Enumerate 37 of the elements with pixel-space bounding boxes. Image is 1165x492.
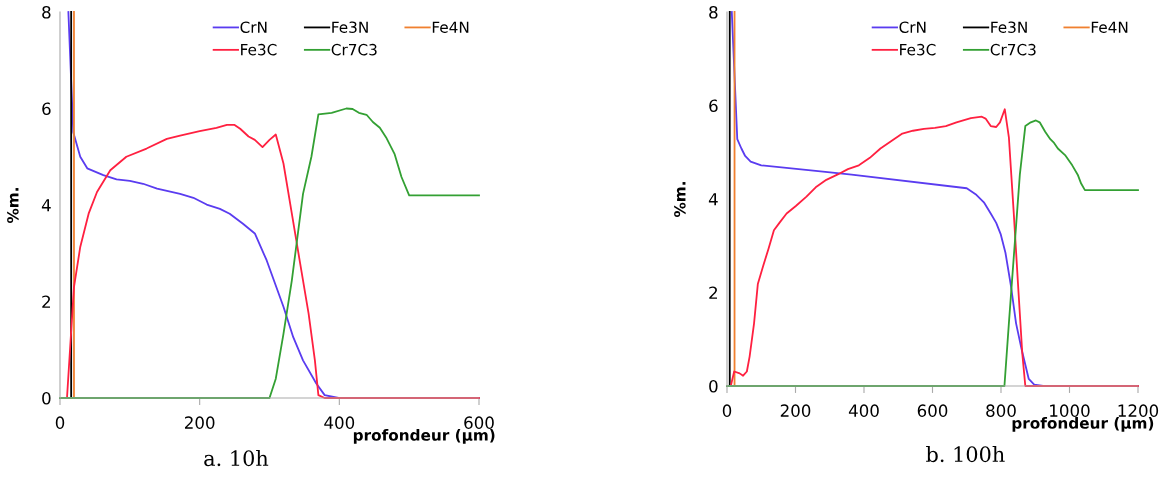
- x-tick-label: 1200: [1118, 404, 1159, 417]
- legend-label: Fe3C: [241, 43, 277, 56]
- legend-label: Fe3N: [991, 21, 1027, 33]
- x-tick-label: 0: [722, 404, 732, 417]
- y-tick-label: 2: [42, 295, 50, 308]
- y-tick-label: 8: [42, 5, 51, 19]
- x-tick-label: 0: [55, 416, 65, 429]
- y-tick-label: 0: [42, 391, 51, 405]
- y-tick-label: 6: [42, 102, 51, 116]
- x-axis-title: profondeur (µm): [353, 429, 495, 444]
- legend-label: CrN: [899, 21, 926, 33]
- y-tick-label: 2: [709, 286, 717, 299]
- x-axis-title: profondeur (µm): [1012, 417, 1154, 432]
- y-axis-title: %m.: [7, 188, 19, 224]
- x-tick-label: 400: [324, 416, 355, 429]
- y-axis-title: %m.: [674, 182, 686, 218]
- x-tick-label: 200: [184, 416, 215, 429]
- y-tick-label: 4: [708, 193, 718, 206]
- legend-label: Fe3N: [332, 21, 368, 33]
- y-tick-label: 8: [709, 5, 718, 19]
- legend-label: Fe4N: [1091, 21, 1128, 33]
- x-tick-label: 200: [780, 404, 811, 417]
- text: b. 100h: [926, 446, 1005, 463]
- y-tick-label: 6: [709, 99, 718, 113]
- x-tick-label: 1000: [1050, 404, 1090, 417]
- text: a. 10h: [204, 450, 269, 467]
- legend-label: Cr7C3: [331, 43, 377, 56]
- y-tick-label: 0: [709, 379, 718, 393]
- y-tick-label: 4: [41, 199, 51, 212]
- legend-label: Fe4N: [432, 21, 469, 33]
- x-tick-label: 800: [986, 404, 1016, 417]
- legend-label: Cr7C3: [990, 43, 1036, 56]
- legend-label: CrN: [240, 21, 267, 33]
- legend-label: Fe3C: [900, 43, 936, 56]
- x-tick-label: 600: [917, 404, 948, 417]
- x-tick-label: 600: [464, 416, 494, 429]
- x-tick-label: 400: [848, 404, 879, 417]
